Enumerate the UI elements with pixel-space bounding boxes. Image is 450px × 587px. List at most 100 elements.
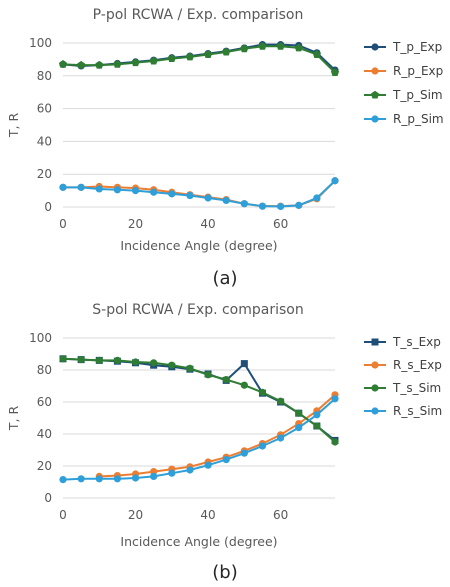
data-point <box>295 409 303 417</box>
chart-s-pol: 0 20 40 60 80 100 0 20 40 60 S-pol RCWA / Exp. com… <box>6 302 442 583</box>
data-point <box>222 196 230 205</box>
data-point <box>240 360 248 368</box>
legend-item: T_s_Exp <box>364 335 441 349</box>
data-point <box>95 60 104 69</box>
y-tick-label: 60 <box>37 395 52 409</box>
data-point <box>59 355 67 363</box>
series-R_p_Sim <box>59 177 339 211</box>
data-point <box>313 422 321 430</box>
data-point <box>77 183 85 191</box>
legend-marker <box>371 338 379 346</box>
panel-label: (b) <box>212 562 237 583</box>
legend-label: T_p_Exp <box>392 40 442 54</box>
data-point <box>113 186 121 194</box>
data-point <box>168 469 176 477</box>
series-line <box>62 398 336 481</box>
x-tick-label: 20 <box>128 217 143 231</box>
series-line <box>62 45 336 74</box>
data-point <box>131 187 140 195</box>
y-tick-label: 60 <box>37 102 52 116</box>
data-point <box>167 54 176 63</box>
data-point <box>331 395 339 403</box>
chart-title: S-pol RCWA / Exp. comparison <box>92 302 303 318</box>
series-line <box>62 357 336 443</box>
data-point <box>95 185 103 193</box>
data-point <box>168 190 176 198</box>
data-point <box>150 359 158 367</box>
series-R_s_Exp <box>95 391 339 480</box>
y-tick-label: 20 <box>37 167 52 181</box>
legend-marker <box>371 115 379 123</box>
legend-marker <box>371 67 379 75</box>
data-point <box>222 456 230 464</box>
legend-marker <box>370 90 380 99</box>
data-point <box>113 60 122 68</box>
legend-marker <box>371 43 379 51</box>
legend-label: T_p_Sim <box>392 88 443 102</box>
data-point <box>276 41 285 50</box>
data-point <box>95 475 103 483</box>
chart-p-pol: 0 20 40 60 80 100 0 20 40 60 P-pol RCWA / Exp. com… <box>6 7 444 289</box>
y-tick-label: 0 <box>44 491 52 505</box>
x-tick-label: 60 <box>273 508 288 522</box>
y-tick-label: 40 <box>37 427 52 441</box>
data-point <box>258 41 267 50</box>
data-point <box>204 461 212 469</box>
data-point <box>77 475 85 483</box>
data-point <box>313 194 321 202</box>
data-point <box>58 60 68 68</box>
data-point <box>150 472 158 480</box>
x-tick-label: 0 <box>59 508 67 522</box>
data-point <box>312 50 321 58</box>
y-tick-label: 40 <box>37 134 52 148</box>
data-point <box>258 202 267 210</box>
legend-label: R_s_Exp <box>393 358 442 372</box>
chart-title: P-pol RCWA / Exp. comparison <box>93 7 304 23</box>
data-point <box>277 434 285 442</box>
legend-item: R_s_Exp <box>364 358 442 372</box>
series-T_s_Sim <box>59 355 339 446</box>
legend-label: T_s_Exp <box>392 335 441 349</box>
data-point <box>131 358 140 366</box>
legend-item: R_s_Sim <box>364 404 442 418</box>
x-axis-label: Incidence Angle (degree) <box>120 534 277 549</box>
data-point <box>131 58 140 67</box>
y-axis-label: T, R <box>6 406 21 432</box>
legend-item: R_p_Sim <box>364 112 444 126</box>
legend-label: R_p_Exp <box>393 64 443 78</box>
series-T_p_Sim <box>58 41 340 76</box>
data-point <box>313 411 321 419</box>
y-tick-label: 100 <box>29 331 52 345</box>
legend-label: T_s_Sim <box>392 381 441 395</box>
data-point <box>168 361 176 369</box>
data-point <box>185 52 195 61</box>
data-point <box>149 56 158 65</box>
series-R_s_Sim <box>59 395 339 484</box>
data-point <box>77 356 85 364</box>
y-axis-label: T, R <box>6 113 21 139</box>
y-tick-label: 80 <box>37 363 52 377</box>
data-point <box>204 371 212 379</box>
data-point <box>240 381 248 389</box>
data-point <box>59 183 67 191</box>
x-tick-label: 40 <box>200 508 215 522</box>
data-point <box>240 449 248 457</box>
data-point <box>331 438 339 446</box>
x-axis-label: Incidence Angle (degree) <box>120 238 277 253</box>
data-point <box>150 188 158 196</box>
data-point <box>113 356 121 364</box>
legend-label: R_s_Sim <box>393 404 442 418</box>
legend-item: T_p_Sim <box>364 88 443 102</box>
data-point <box>59 476 67 484</box>
legend-label: R_p_Sim <box>393 112 444 126</box>
data-point <box>95 356 103 364</box>
data-point <box>204 194 212 202</box>
legend-item: R_p_Exp <box>364 64 443 78</box>
data-point <box>295 201 303 209</box>
x-tick-label: 40 <box>200 217 215 231</box>
data-point <box>277 397 285 405</box>
data-point <box>240 44 249 53</box>
data-point <box>295 424 303 432</box>
legend-marker <box>371 407 379 415</box>
